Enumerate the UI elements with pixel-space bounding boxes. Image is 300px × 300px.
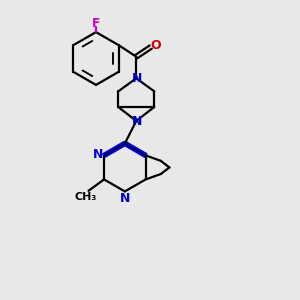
Text: CH₃: CH₃: [75, 192, 97, 203]
Text: N: N: [132, 72, 143, 85]
Text: F: F: [92, 17, 100, 30]
Text: O: O: [151, 39, 161, 52]
Text: N: N: [132, 115, 143, 128]
Text: N: N: [120, 191, 131, 205]
Text: N: N: [93, 148, 103, 161]
